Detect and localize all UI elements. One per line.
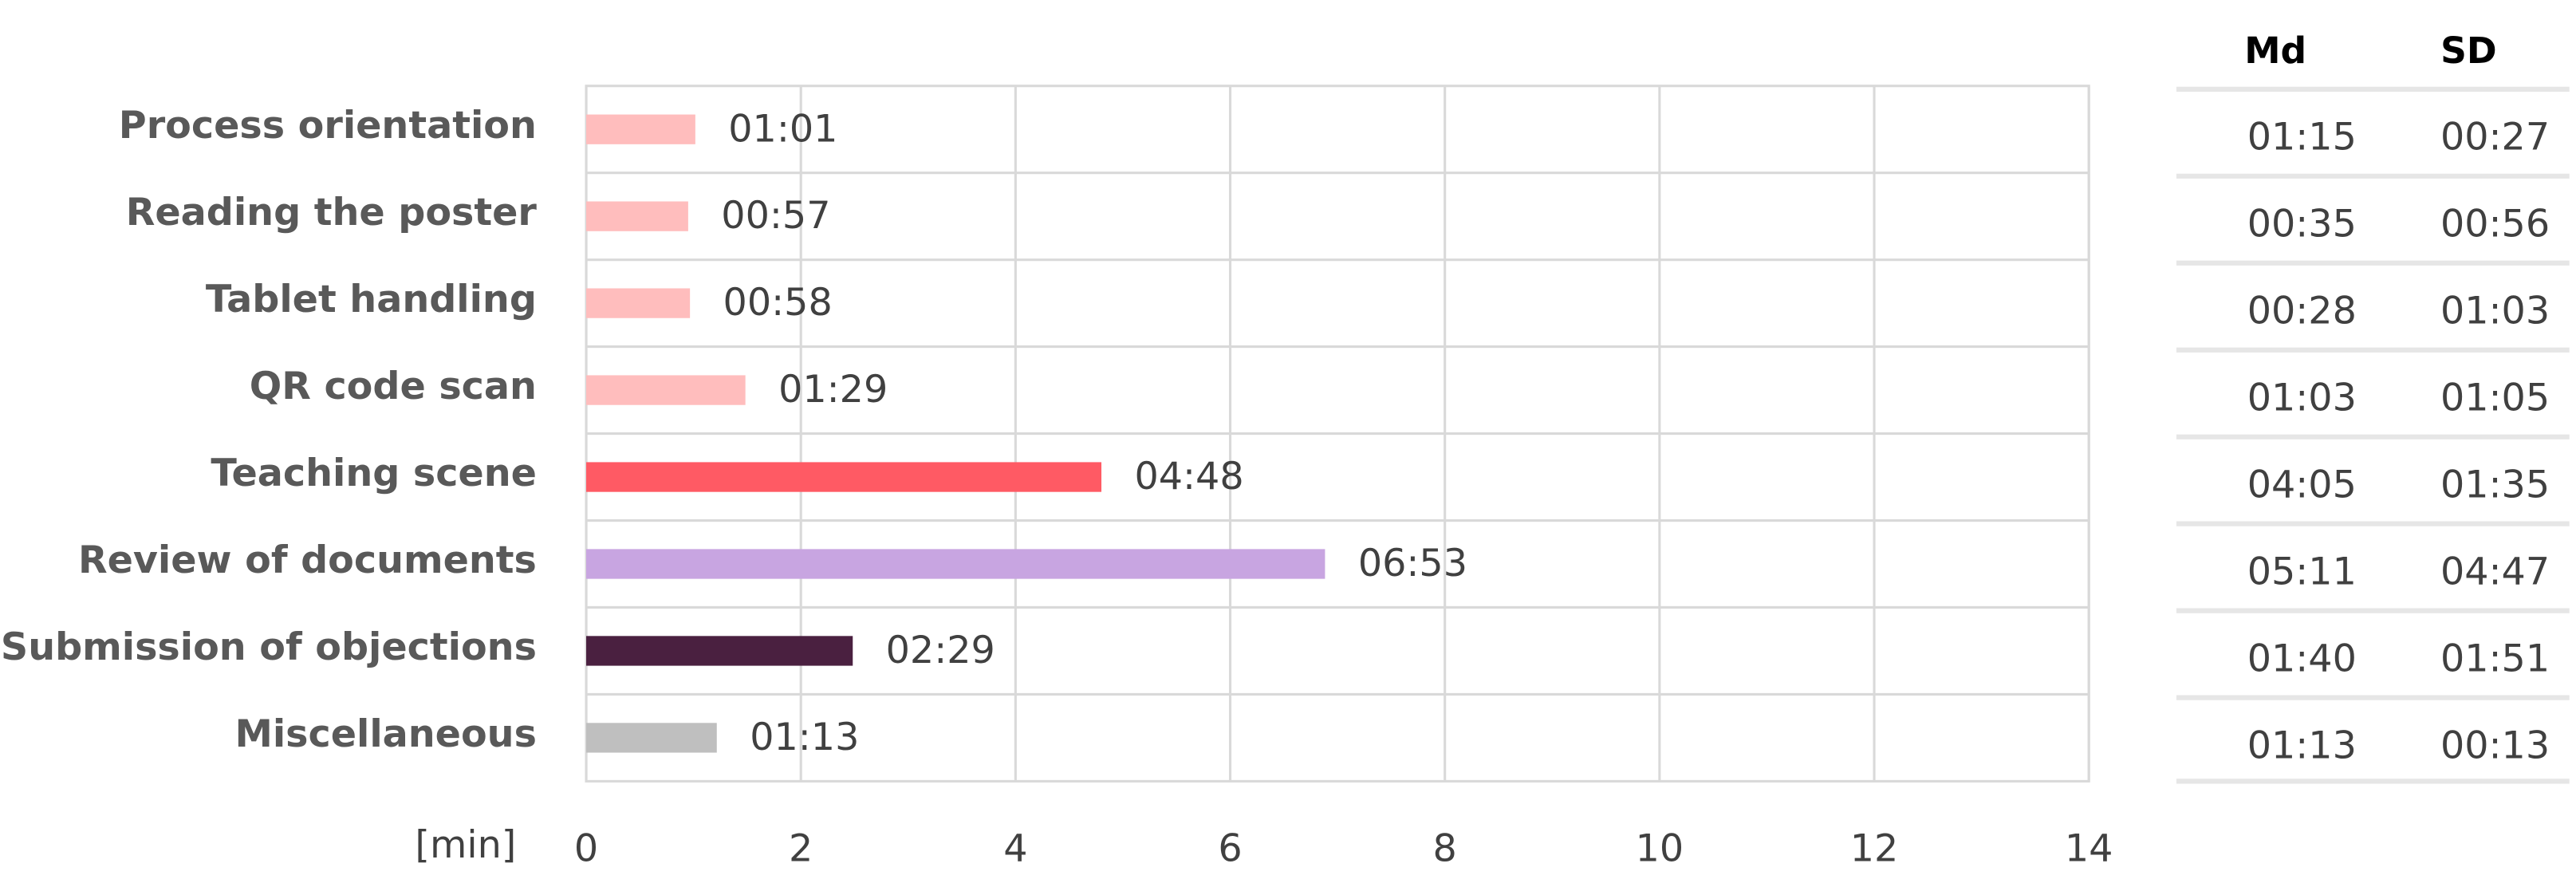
value-label: 02:29	[886, 629, 995, 672]
category-label: Teaching scene	[211, 451, 537, 495]
table-cell: 04:47	[2440, 550, 2550, 593]
category-label: QR code scan	[250, 365, 537, 408]
table-cell: 00:27	[2440, 116, 2550, 160]
bar	[586, 288, 691, 318]
table-cell: 01:35	[2440, 463, 2550, 507]
bar	[586, 375, 746, 405]
x-tick-label: 8	[1433, 826, 1457, 870]
bar	[586, 636, 853, 666]
value-label: 01:13	[750, 716, 859, 759]
table-cell: 01:15	[2247, 116, 2357, 160]
x-tick-label: 6	[1218, 826, 1242, 870]
x-axis-label: [min]	[415, 823, 516, 867]
table-cell: 01:03	[2440, 290, 2550, 333]
category-label: Miscellaneous	[234, 712, 536, 756]
x-tick-label: 0	[574, 826, 598, 870]
table-cell: 04:05	[2247, 463, 2357, 507]
value-label: 00:57	[721, 194, 830, 238]
table-cell: 05:11	[2247, 550, 2357, 593]
bar	[586, 723, 717, 753]
table-cell: 00:13	[2440, 723, 2550, 767]
table-header: SD	[2440, 30, 2497, 72]
bar	[586, 201, 688, 231]
value-label: 04:48	[1134, 455, 1243, 499]
table-cell: 01:13	[2247, 723, 2357, 767]
table-cell: 00:28	[2247, 290, 2357, 333]
category-label: Tablet handling	[206, 278, 537, 321]
category-label: Review of documents	[78, 538, 537, 582]
table-cell: 01:51	[2440, 637, 2550, 680]
value-label: 01:29	[778, 368, 888, 412]
table-cell: 01:05	[2440, 377, 2550, 420]
value-label: 00:58	[723, 281, 833, 325]
value-label: 06:53	[1358, 542, 1467, 585]
table-header: Md	[2244, 30, 2306, 72]
bar	[586, 462, 1102, 492]
category-label: Reading the poster	[126, 191, 538, 235]
bar	[586, 549, 1325, 579]
table-cell: 00:56	[2440, 203, 2550, 246]
table-cell: 01:03	[2247, 377, 2357, 420]
table-cell: 00:35	[2247, 203, 2357, 246]
x-tick-label: 2	[789, 826, 813, 870]
x-tick-label: 4	[1003, 826, 1027, 870]
table-cell: 01:40	[2247, 637, 2357, 680]
x-tick-label: 12	[1850, 826, 1899, 870]
category-label: Process orientation	[119, 104, 537, 148]
x-tick-label: 10	[1636, 826, 1684, 870]
bar	[586, 114, 695, 144]
x-tick-label: 14	[2065, 826, 2113, 870]
value-label: 01:01	[728, 107, 837, 151]
category-label: Submission of objections	[1, 625, 537, 669]
